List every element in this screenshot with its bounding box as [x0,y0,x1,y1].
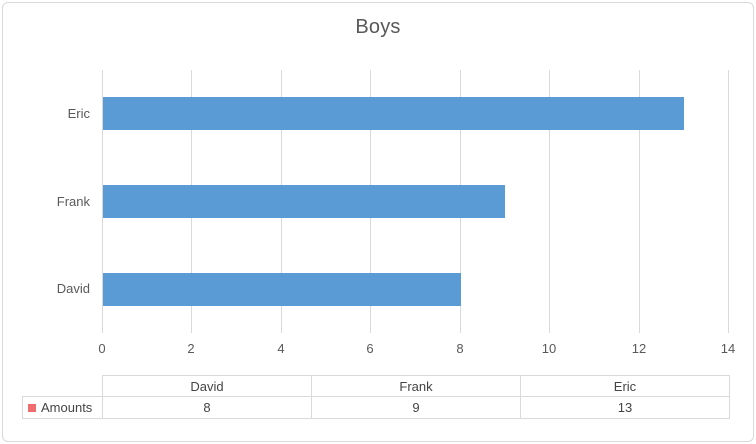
category-label-david: David [56,281,90,296]
table-header-david: David [102,375,311,396]
table-value-david: 8 [102,396,311,419]
x-tick-label-4: 4 [277,341,285,356]
x-tick-label-10: 10 [541,341,557,356]
table-header-frank: Frank [311,375,520,396]
category-label-frank: Frank [56,194,90,209]
x-tick-label-0: 0 [98,341,106,356]
x-tick-label-2: 2 [187,341,195,356]
amounts-series-legend-marker-icon [28,403,36,412]
table-value-frank: 9 [311,396,520,419]
x-tick-label-8: 8 [456,341,464,356]
gridline-x-14 [728,70,729,333]
table-legend-cell: Amounts [22,396,102,419]
x-tick-label-14: 14 [720,341,736,356]
x-tick-label-12: 12 [631,341,647,356]
bar-eric [103,97,684,130]
category-label-eric: Eric [67,106,90,121]
table-value-eric: 13 [520,396,730,419]
gridline-x-0 [102,70,103,333]
table-header-eric: Eric [520,375,730,396]
gridline-x-10 [549,70,550,333]
x-tick-label-6: 6 [366,341,374,356]
chart-title: Boys [355,16,401,38]
gridline-x-12 [639,70,640,333]
bar-david [103,273,461,306]
table-legend-label: Amounts [41,400,93,415]
bar-frank [103,185,505,218]
